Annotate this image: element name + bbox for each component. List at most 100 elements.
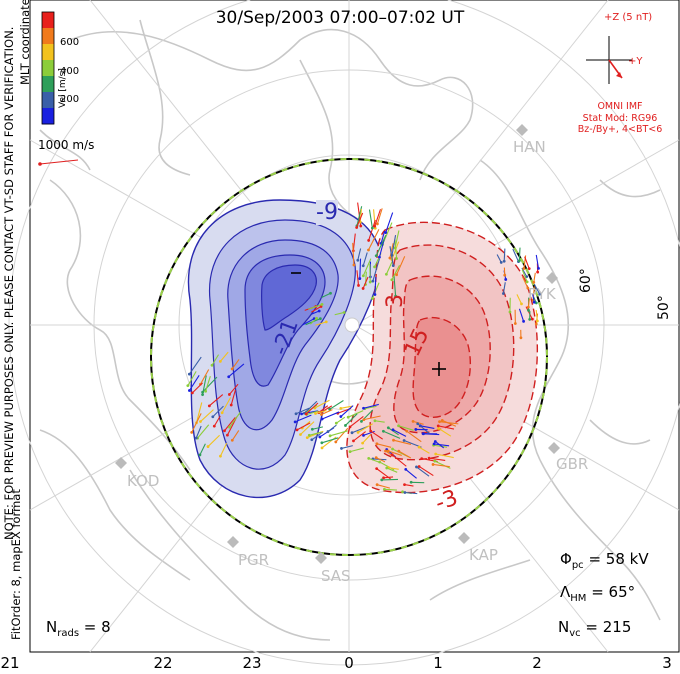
velocity-vector-origin xyxy=(223,429,226,433)
velocity-vector-origin xyxy=(415,465,418,469)
stat-n-rads: Nrads = 8 xyxy=(46,618,111,639)
imf-model: Stat Mod: RG96 xyxy=(582,113,658,124)
velocity-vector-origin xyxy=(190,430,194,434)
velocity-vector-origin xyxy=(230,438,234,442)
velocity-vector-origin xyxy=(355,226,359,229)
velocity-vector-origin xyxy=(433,459,437,463)
velocity-vector-origin xyxy=(228,425,231,429)
velocity-vector-origin xyxy=(360,419,363,423)
velocity-vector xyxy=(372,258,380,282)
velocity-vector xyxy=(230,389,236,406)
velocity-vector xyxy=(314,399,330,409)
velocity-vector-origin xyxy=(307,433,311,437)
velocity-vector-origin xyxy=(367,456,371,460)
velocity-vector-origin xyxy=(362,433,365,437)
fitorder-label: FitOrder: 8, mapEX format xyxy=(9,489,23,640)
velocity-vector xyxy=(335,427,349,443)
velocity-vector xyxy=(224,417,236,432)
velocity-vector-origin xyxy=(228,393,231,396)
mlt-tick-1: 1 xyxy=(433,654,443,672)
velocity-vector xyxy=(533,283,541,295)
velocity-vector xyxy=(378,239,385,258)
velocity-vector xyxy=(308,303,323,310)
velocity-vector-origin xyxy=(317,309,321,313)
velocity-vector-origin xyxy=(375,467,379,471)
station-kod: KOD xyxy=(127,472,160,490)
stat-phi-pc-value: 58 kV xyxy=(605,550,649,568)
velocity-vector xyxy=(527,297,531,308)
magnetic-pole-marker xyxy=(344,317,360,333)
velocity-vector-origin xyxy=(320,413,323,416)
velocity-vector-origin xyxy=(404,467,408,471)
velocity-vector-origin xyxy=(522,319,525,323)
velocity-vector xyxy=(367,229,380,251)
velocity-vector-origin xyxy=(220,411,224,415)
velocity-vector-origin xyxy=(370,226,374,230)
velocity-vector-origin xyxy=(384,272,388,276)
velocity-vector-origin xyxy=(371,279,375,283)
velocity-vector-origin xyxy=(391,428,395,432)
colorbar-tick-200: 200 xyxy=(60,94,80,105)
velocity-vector-origin xyxy=(375,222,379,226)
velocity-vector xyxy=(311,310,320,315)
velocity-vector-origin xyxy=(356,258,360,262)
velocity-vector xyxy=(394,239,398,259)
velocity-vector xyxy=(351,425,369,434)
velocity-vector-origin xyxy=(359,224,363,228)
velocity-vector xyxy=(348,410,364,418)
velocity-vector-origin xyxy=(403,491,407,494)
velocity-vector-origin xyxy=(517,259,521,263)
velocity-vector-origin xyxy=(356,430,360,434)
velocity-vector-origin xyxy=(527,308,530,312)
velocity-vector-origin xyxy=(513,322,517,325)
velocity-vector xyxy=(340,405,354,417)
velocity-vector xyxy=(406,430,422,443)
velocity-vector xyxy=(496,254,502,263)
velocity-vector-origin xyxy=(194,436,198,440)
velocity-vector xyxy=(312,426,324,430)
velocity-vector xyxy=(356,212,364,228)
velocity-vector xyxy=(380,230,386,244)
velocity-vector-origin xyxy=(394,294,398,298)
velocity-vector xyxy=(211,354,220,366)
velocity-vector-origin xyxy=(405,429,409,433)
velocity-vector xyxy=(389,243,394,259)
velocity-vector xyxy=(315,321,327,326)
velocity-vector xyxy=(435,453,454,459)
velocity-vector-origin xyxy=(201,393,204,397)
velocity-vector-origin xyxy=(368,280,372,284)
velocity-vector-origin xyxy=(411,419,415,423)
velocity-vector-origin xyxy=(357,284,360,287)
maximum-marker xyxy=(432,362,446,376)
colorbar-segment xyxy=(42,28,54,45)
velocity-vector-origin xyxy=(328,434,332,438)
velocity-vector xyxy=(295,407,310,415)
velocity-vector xyxy=(388,466,399,470)
velocity-vector xyxy=(521,276,529,289)
velocity-vector xyxy=(388,450,402,456)
velocity-vector xyxy=(188,375,200,391)
velocity-vector xyxy=(362,276,369,289)
velocity-vector-origin xyxy=(402,439,406,442)
note-preview: NOTE: FOR PREVIEW PURPOSES ONLY. PLEASE … xyxy=(2,26,16,540)
velocity-vector-origin xyxy=(334,421,338,425)
velocity-vector-origin xyxy=(431,463,435,466)
velocity-vector-origin xyxy=(293,420,297,424)
velocity-vector-origin xyxy=(373,265,376,269)
velocity-vector-origin xyxy=(198,453,202,457)
velocity-vector-origin xyxy=(361,287,365,290)
velocity-vector-origin xyxy=(206,445,210,448)
velocity-vector xyxy=(309,317,317,325)
station-han: HAN xyxy=(513,138,546,156)
velocity-vector xyxy=(219,442,228,457)
velocity-vector-origin xyxy=(320,446,324,450)
velocity-vector-origin xyxy=(340,447,343,450)
vector-scale-label: 1000 m/s xyxy=(38,138,95,152)
lat-label-60: 60° xyxy=(578,268,594,293)
mlt-tick-22: 22 xyxy=(153,654,173,672)
station-pgr: PGR xyxy=(238,551,270,569)
velocity-vector xyxy=(418,466,434,477)
colorbar-segment xyxy=(42,60,54,77)
velocity-vector-origin xyxy=(395,273,398,277)
velocity-vector xyxy=(229,411,241,428)
